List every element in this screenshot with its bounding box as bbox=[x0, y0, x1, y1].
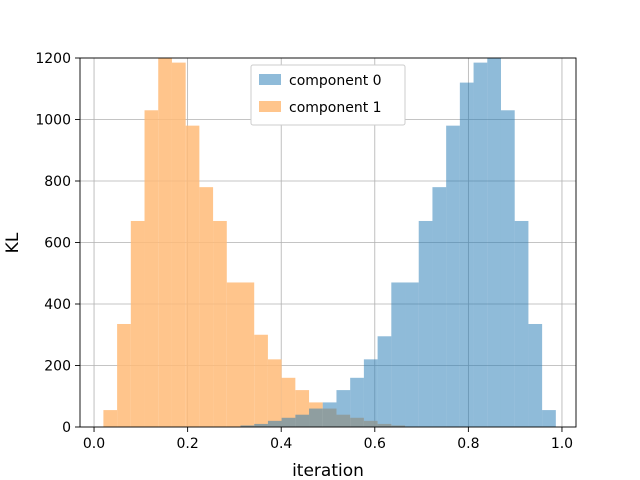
histogram-bar bbox=[500, 110, 515, 428]
legend-label-component-1: component 1 bbox=[289, 100, 382, 116]
histogram-bar bbox=[432, 187, 447, 427]
legend-swatch-component-1 bbox=[259, 101, 281, 112]
y-tick-label: 1200 bbox=[35, 51, 71, 67]
x-tick-label: 0.6 bbox=[364, 436, 386, 452]
histogram-bars bbox=[103, 58, 556, 428]
x-axis-label: iteration bbox=[292, 461, 364, 480]
y-tick-label: 400 bbox=[44, 297, 71, 313]
series-component-0 bbox=[240, 58, 556, 428]
histogram-bar bbox=[405, 282, 419, 427]
histogram-bar bbox=[322, 402, 337, 427]
histogram-bar bbox=[514, 220, 529, 427]
histogram-bar bbox=[130, 220, 145, 427]
histogram-bar bbox=[185, 125, 200, 428]
histogram-bar bbox=[446, 125, 460, 428]
histogram-bar bbox=[226, 282, 241, 427]
y-tick-label: 0 bbox=[62, 420, 71, 436]
histogram-bar bbox=[144, 110, 159, 428]
histogram-bar bbox=[336, 390, 351, 427]
legend-label-component-0: component 0 bbox=[289, 73, 382, 89]
legend-box bbox=[250, 64, 406, 126]
histogram-bar bbox=[158, 58, 172, 427]
x-tick-label: 1.0 bbox=[551, 436, 573, 452]
x-tick-label: 0.8 bbox=[457, 436, 479, 452]
histogram-bar bbox=[254, 423, 268, 427]
legend-swatch-component-0 bbox=[259, 74, 281, 85]
y-tick-label: 200 bbox=[44, 359, 71, 375]
histogram-bar bbox=[254, 334, 268, 427]
histogram-bar bbox=[377, 336, 392, 427]
histogram-bar bbox=[350, 377, 364, 427]
y-tick-label: 1000 bbox=[35, 113, 71, 129]
histogram-bar bbox=[459, 82, 474, 427]
histogram-bar bbox=[117, 323, 131, 427]
histogram-bar bbox=[309, 408, 323, 427]
histogram-bar bbox=[487, 58, 501, 427]
x-tick-label: 0.4 bbox=[270, 436, 292, 452]
histogram-bar bbox=[363, 359, 378, 427]
histogram-bar bbox=[171, 62, 186, 428]
histogram-bar bbox=[528, 323, 543, 427]
histogram-bar bbox=[103, 410, 118, 427]
histogram-bar bbox=[267, 359, 282, 427]
x-axis-ticks: 0.0 0.2 0.4 0.6 0.8 1.0 bbox=[83, 427, 573, 452]
y-tick-label: 600 bbox=[44, 236, 71, 252]
x-tick-label: 0.0 bbox=[83, 436, 105, 452]
histogram-bar bbox=[240, 425, 255, 427]
legend: component 0 component 1 bbox=[250, 64, 406, 126]
y-tick-label: 800 bbox=[44, 174, 71, 190]
histogram-bar bbox=[213, 220, 227, 427]
histogram-bar bbox=[542, 410, 556, 427]
histogram-bar bbox=[199, 187, 214, 427]
histogram-bar bbox=[418, 220, 433, 427]
x-tick-label: 0.2 bbox=[176, 436, 198, 452]
histogram-bar bbox=[281, 377, 296, 427]
histogram-bar bbox=[281, 417, 296, 427]
histogram-bar bbox=[240, 282, 255, 427]
y-axis-ticks: 0 200 400 600 800 1000 1200 bbox=[35, 51, 80, 436]
histogram-bar bbox=[473, 62, 488, 428]
y-axis-label: KL bbox=[3, 232, 23, 253]
histogram-bar bbox=[295, 414, 310, 427]
histogram-bar bbox=[267, 420, 282, 427]
series-component-1 bbox=[103, 58, 406, 428]
histogram-bar bbox=[391, 282, 406, 427]
